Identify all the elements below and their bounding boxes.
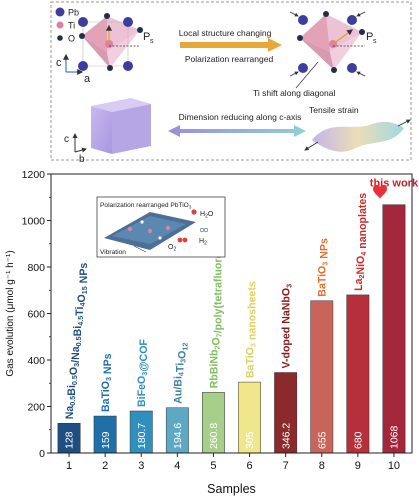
value-label: 1068 xyxy=(389,425,401,449)
ps-sub-right: s xyxy=(373,38,377,45)
sample-label: BaTiO3 NPs xyxy=(100,353,114,412)
schematic-panel: P s Pb Ti O c a Local structure changing… xyxy=(50,1,412,165)
value-label: 180.7 xyxy=(136,423,148,449)
legend-label-pb: Pb xyxy=(68,8,79,18)
sample-label: BiFeO3@COF xyxy=(136,339,150,407)
transition-arrow: Local structure changing Polarization re… xyxy=(179,28,282,64)
heart-icon xyxy=(373,184,387,199)
inset-vibration: Vibration xyxy=(100,249,126,256)
y-tick-label: 0 xyxy=(39,448,45,460)
y-tick-label: 400 xyxy=(27,355,45,367)
value-label: 260.8 xyxy=(208,423,220,449)
x-tick-label: 5 xyxy=(210,460,216,472)
axes-ca: c a xyxy=(56,53,91,85)
dimension-label: Dimension reducing along c-axis xyxy=(179,112,302,122)
bars xyxy=(57,204,406,454)
dimension-arrow xyxy=(168,125,306,137)
inset-image: Polarization rearranged PbTiO3 H2O O2 H2… xyxy=(96,196,226,258)
atom-legend: Pb Ti O xyxy=(55,7,79,44)
inset-h2: H2 xyxy=(199,238,207,247)
x-tick-label: 10 xyxy=(388,460,400,472)
crystal-left xyxy=(78,13,143,71)
ti-shift-pointer xyxy=(295,61,319,89)
sample-label: Au/Bi4Ti3O12 xyxy=(172,343,189,404)
value-label: 680 xyxy=(352,431,364,449)
x-tick-label: 9 xyxy=(355,460,361,472)
sample-label: La2NiO4 nanoplates xyxy=(353,193,369,291)
x-tick-label: 1 xyxy=(66,460,72,472)
axes-cb: c b xyxy=(64,133,87,165)
x-tick-label: 4 xyxy=(174,460,180,472)
value-labels: 128 159 180.7 194.6 260.8 305 346.2 655 680 1068 xyxy=(64,423,401,449)
value-label: 655 xyxy=(316,431,328,449)
legend-dot-pb xyxy=(55,7,65,17)
bar-sample-8 xyxy=(310,300,334,454)
sample-label: BaTiO3 NPs xyxy=(317,238,331,297)
x-tick-label: 7 xyxy=(283,460,289,472)
arrow-bottom-label: Polarization rearranged xyxy=(185,54,274,64)
inset-h2o: H2O xyxy=(200,211,214,220)
tensile-strain-label: Tensile strain xyxy=(309,105,359,115)
legend-label-o: O xyxy=(68,34,75,44)
value-label: 159 xyxy=(100,431,112,449)
bar-sample-10 xyxy=(382,204,406,454)
ti-shift-label: Ti shift along diagonal xyxy=(253,88,335,98)
sample-label: BaTiO3 nanosheets xyxy=(245,281,259,378)
x-tick-label: 8 xyxy=(319,460,325,472)
y-axis: 0 200 400 600 800 1000 1200 xyxy=(22,169,51,460)
plot-frame xyxy=(50,173,413,454)
x-axis-title: Samples xyxy=(207,482,256,496)
axis-b-label: b xyxy=(79,154,85,165)
axis-a-label: a xyxy=(84,73,91,85)
ps-label-left: P xyxy=(143,31,150,43)
y-tick-label: 1000 xyxy=(22,215,46,227)
axis-c2-label: c xyxy=(64,134,69,145)
legend-dot-ti xyxy=(56,21,64,29)
inset-title: Polarization rearranged PbTiO3 xyxy=(100,202,192,210)
strained-sheet xyxy=(312,121,404,152)
cube xyxy=(91,98,151,154)
y-tick-label: 1200 xyxy=(22,169,46,181)
x-tick-label: 2 xyxy=(102,460,108,472)
bar-chart: 0 200 400 600 800 1000 1200 1 2 3 4 5 6 7 8 9 10 128 159… xyxy=(5,169,419,496)
bar-sample-9 xyxy=(346,294,370,454)
x-axis: 1 2 3 4 5 6 7 8 9 10 xyxy=(66,453,400,472)
arrow-top-label: Local structure changing xyxy=(179,28,272,38)
y-tick-label: 800 xyxy=(27,262,45,274)
value-label: 194.6 xyxy=(172,423,184,449)
legend-dot-o xyxy=(57,35,63,41)
sample-label: Na0.5Bi0.5O3/Na0.5Bi4.5Ti4O15 NPs xyxy=(64,263,90,420)
y-tick-label: 600 xyxy=(27,308,45,320)
crystal-right xyxy=(289,11,366,89)
ps-sub-left: s xyxy=(150,38,154,45)
inset-o-atom xyxy=(191,209,197,215)
value-label: 346.2 xyxy=(280,423,292,449)
inset-o2: O2 xyxy=(168,244,176,253)
y-tick-label: 200 xyxy=(27,401,45,413)
sample-label: V-doped NaNbO3 xyxy=(281,284,294,369)
y-axis-title: Gas evolution (μmol g⁻¹ h⁻¹) xyxy=(5,250,16,376)
ps-label-right: P xyxy=(366,31,373,43)
axis-c-label: c xyxy=(56,57,62,69)
orange-arrow xyxy=(180,38,282,52)
legend-label-ti: Ti xyxy=(68,21,75,31)
value-label: 305 xyxy=(244,431,256,449)
x-tick-label: 3 xyxy=(138,460,144,472)
value-label: 128 xyxy=(64,431,76,449)
x-tick-label: 6 xyxy=(246,460,252,472)
